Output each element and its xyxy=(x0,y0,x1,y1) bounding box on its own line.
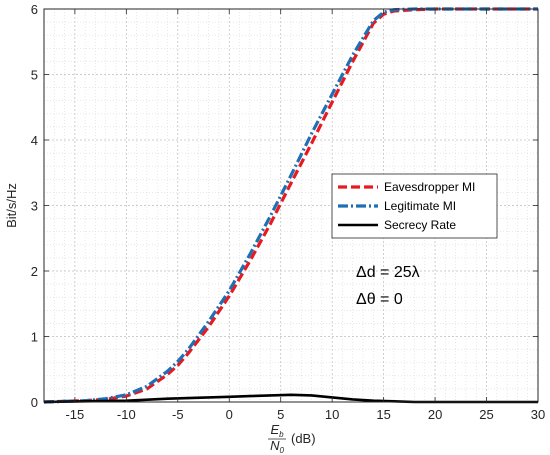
legend-label: Legitimate MI xyxy=(384,199,456,213)
x-axis-label: Eb N0 (dB) xyxy=(268,422,316,455)
x-tick-label: -10 xyxy=(117,407,136,422)
y-tick-label: 5 xyxy=(31,68,38,83)
ticks: -15 -10 -5 0 5 10 15 20 25 30 0 1 2 3 4 5 6 xyxy=(31,2,545,422)
y-tick-label: 4 xyxy=(31,133,38,148)
annotation-text: Δd = 25λ xyxy=(356,264,420,281)
x-tick-label: 0 xyxy=(226,407,233,422)
x-tick-label: 5 xyxy=(277,407,284,422)
x-label-denominator: N0 xyxy=(270,438,284,455)
x-tick-label: 15 xyxy=(376,407,390,422)
x-tick-label: -15 xyxy=(65,407,84,422)
x-tick-label: 10 xyxy=(325,407,339,422)
legend-label: Secrecy Rate xyxy=(384,218,456,232)
annotations: Δd = 25λ Δθ = 0 xyxy=(356,264,420,308)
x-tick-label: 30 xyxy=(531,407,545,422)
y-tick-label: 6 xyxy=(31,2,38,17)
legend-label: Eavesdropper MI xyxy=(384,180,475,194)
y-tick-label: 0 xyxy=(31,395,38,410)
x-label-numerator: Eb xyxy=(270,422,284,439)
y-tick-label: 1 xyxy=(31,330,38,345)
y-axis-label: Bit/s/Hz xyxy=(4,183,19,228)
annotation-text: Δθ = 0 xyxy=(356,291,403,308)
y-tick-label: 3 xyxy=(31,199,38,214)
legend: Eavesdropper MI Legitimate MI Secrecy Rate xyxy=(331,173,498,239)
y-tick-label: 2 xyxy=(31,264,38,279)
x-tick-label: 20 xyxy=(428,407,442,422)
x-tick-label: 25 xyxy=(479,407,493,422)
x-tick-label: -5 xyxy=(172,407,184,422)
grid xyxy=(43,8,539,403)
x-label-unit: (dB) xyxy=(291,431,316,446)
